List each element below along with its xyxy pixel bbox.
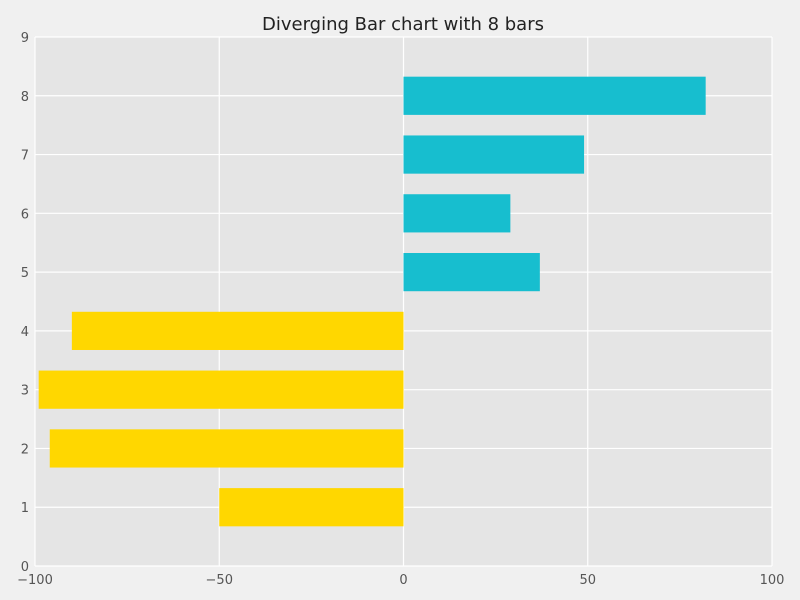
x-tick-label: 50 <box>579 573 596 588</box>
x-tick-label: −50 <box>206 573 233 588</box>
x-tick-label: −100 <box>17 573 53 588</box>
y-tick-label: 8 <box>21 90 29 105</box>
y-tick-label: 1 <box>21 501 29 516</box>
y-tick-label: 7 <box>21 149 29 164</box>
y-tick-label: 2 <box>21 442 29 457</box>
y-tick-label: 0 <box>21 560 29 575</box>
bar-8 <box>403 76 706 115</box>
x-tick-label: 100 <box>760 573 785 588</box>
bar-1 <box>219 488 404 527</box>
y-tick-label: 4 <box>21 325 29 340</box>
y-tick-label: 3 <box>21 384 29 399</box>
bar-2 <box>49 429 404 468</box>
y-tick-label: 5 <box>21 266 29 281</box>
bar-4 <box>71 311 404 350</box>
bar-3 <box>38 370 404 409</box>
chart-title: Diverging Bar chart with 8 bars <box>262 14 544 35</box>
bar-7 <box>403 135 585 174</box>
tick-labels: −100 −50 0 50 100 0 1 2 3 4 5 6 7 8 9 <box>17 31 784 588</box>
y-tick-label: 6 <box>21 207 29 222</box>
bar-6 <box>403 194 511 233</box>
y-tick-label: 9 <box>21 31 29 46</box>
bars <box>38 76 706 527</box>
bar-5 <box>403 253 540 292</box>
x-tick-label: 0 <box>399 573 407 588</box>
